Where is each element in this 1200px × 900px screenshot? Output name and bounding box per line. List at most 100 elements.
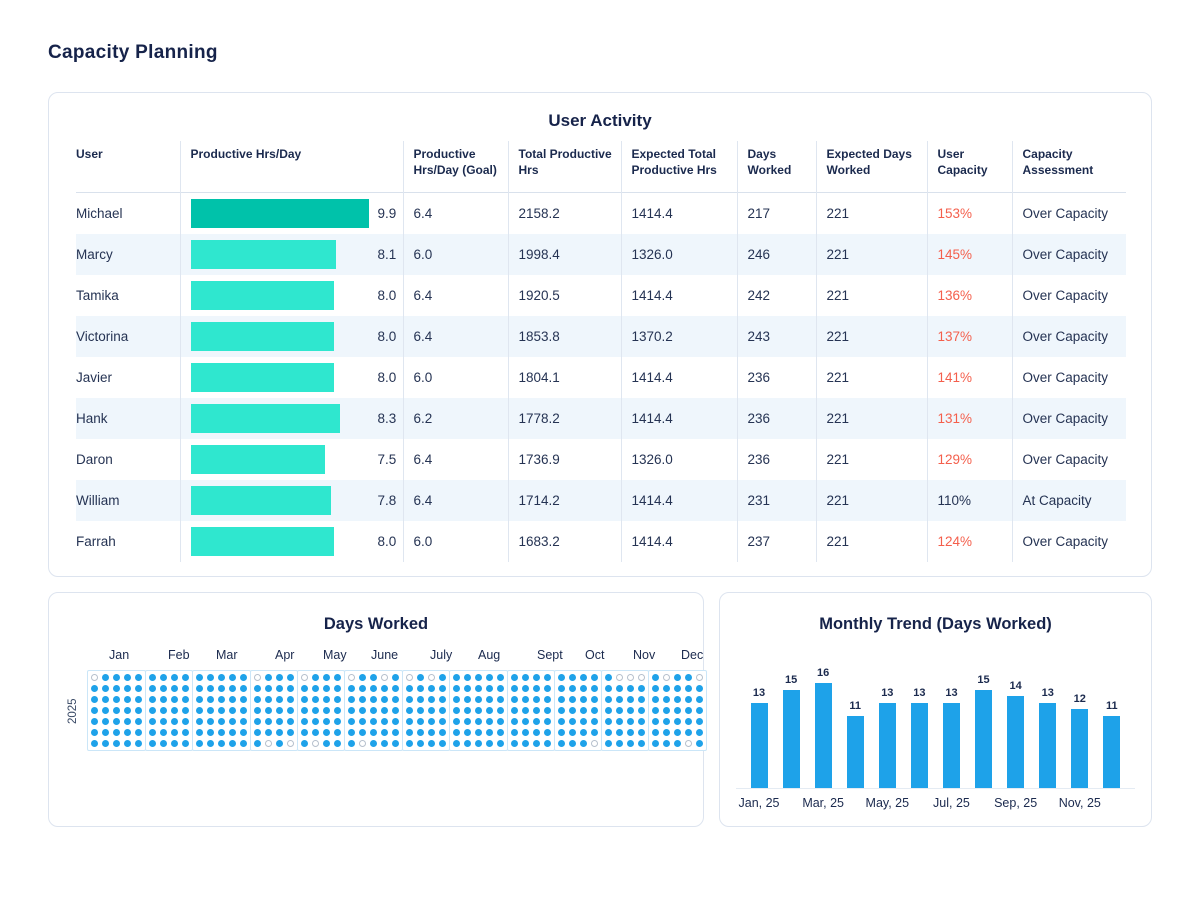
- calendar-dot-worked: [276, 740, 283, 747]
- calendar-dot-worked: [240, 696, 247, 703]
- trend-bar: [751, 703, 768, 788]
- calendar-dot-worked: [486, 740, 493, 747]
- calendar-dot-worked: [370, 729, 377, 736]
- calendar-month-apr: [250, 670, 298, 751]
- calendar-dot-worked: [218, 740, 225, 747]
- calendar-dot-worked: [240, 729, 247, 736]
- calendar-dot-worked: [182, 674, 189, 681]
- calendar-dot-worked: [91, 696, 98, 703]
- hrs-bar-value: 8.3: [378, 411, 397, 426]
- cell-capacity-assessment: At Capacity: [1012, 480, 1126, 521]
- calendar-dot-empty: [348, 674, 355, 681]
- cell-goal: 6.4: [403, 439, 508, 480]
- calendar-dot-worked: [511, 729, 518, 736]
- cell-user: Victorina: [76, 316, 180, 357]
- trend-x-label: Sep, 25: [1003, 796, 1029, 810]
- calendar-week: [169, 672, 180, 749]
- calendar-dot-worked: [370, 685, 377, 692]
- calendar-dot-worked: [696, 707, 703, 714]
- cell-days-worked: 243: [737, 316, 816, 357]
- calendar-dot-worked: [580, 729, 587, 736]
- column-header-total-productive-hrs: Total Productive Hrs: [508, 141, 621, 193]
- calendar-month-nov: [601, 670, 649, 751]
- hrs-bar-track: [191, 322, 369, 351]
- calendar-dot-worked: [475, 729, 482, 736]
- cell-total-hrs: 1736.9: [508, 439, 621, 480]
- calendar-dot-worked: [605, 740, 612, 747]
- calendar-month-june: [344, 670, 403, 751]
- calendar-dot-worked: [370, 707, 377, 714]
- calendar-dot-worked: [685, 729, 692, 736]
- calendar-dot-worked: [522, 696, 529, 703]
- column-header-productive-hrs-day: Productive Hrs/Day: [180, 141, 403, 193]
- calendar-dot-worked: [627, 729, 634, 736]
- calendar-dot-worked: [591, 685, 598, 692]
- calendar-week: [368, 672, 379, 749]
- calendar-dot-worked: [312, 696, 319, 703]
- capacity-value: 124%: [938, 534, 973, 549]
- cell-expected-total-hrs: 1326.0: [621, 234, 737, 275]
- calendar-dot-worked: [558, 685, 565, 692]
- calendar-dot-worked: [265, 707, 272, 714]
- calendar-dot-worked: [113, 740, 120, 747]
- calendar-dot-worked: [182, 696, 189, 703]
- calendar-dot-worked: [453, 740, 460, 747]
- calendar-dot-worked: [229, 696, 236, 703]
- calendar-dot-worked: [591, 674, 598, 681]
- calendar-dot-empty: [287, 740, 294, 747]
- cell-user-capacity: 131%: [927, 398, 1012, 439]
- calendar-dot-worked: [406, 685, 413, 692]
- calendar-dot-worked: [265, 685, 272, 692]
- hrs-bar-value: 8.0: [378, 534, 397, 549]
- cell-capacity-assessment: Over Capacity: [1012, 275, 1126, 316]
- calendar-dot-worked: [616, 707, 623, 714]
- calendar-dot-worked: [348, 740, 355, 747]
- days-worked-card: Days Worked JanFebMarAprMayJuneJulyAugSe…: [48, 592, 704, 827]
- cell-user-capacity: 129%: [927, 439, 1012, 480]
- hrs-bar-value: 8.1: [378, 247, 397, 262]
- trend-bar-column: 13: [1035, 687, 1061, 788]
- calendar-dot-worked: [392, 740, 399, 747]
- calendar-dot-worked: [301, 707, 308, 714]
- hrs-bar-value: 8.0: [378, 288, 397, 303]
- capacity-value: 137%: [938, 329, 973, 344]
- trend-bar-column: 13: [746, 687, 772, 788]
- calendar-week: [321, 672, 332, 749]
- calendar-dot-worked: [254, 696, 261, 703]
- calendar-dot-worked: [171, 696, 178, 703]
- cell-total-hrs: 1683.2: [508, 521, 621, 562]
- hrs-bar-wrap: 8.0: [191, 363, 397, 392]
- hrs-bar-value: 9.9: [378, 206, 397, 221]
- calendar-week: [332, 672, 343, 749]
- calendar-dot-worked: [276, 685, 283, 692]
- calendar-dot-worked: [696, 740, 703, 747]
- month-label-aug: Aug: [474, 648, 533, 662]
- calendar-dot-worked: [558, 696, 565, 703]
- calendar-dot-empty: [627, 674, 634, 681]
- calendar-dot-worked: [486, 696, 493, 703]
- capacity-value: 129%: [938, 452, 973, 467]
- calendar-dot-worked: [663, 718, 670, 725]
- calendar-dot-worked: [417, 696, 424, 703]
- hrs-bar-wrap: 8.0: [191, 322, 397, 351]
- calendar-dot-worked: [370, 718, 377, 725]
- calendar-dot-worked: [171, 729, 178, 736]
- user-activity-table: UserProductive Hrs/DayProductive Hrs/Day…: [76, 141, 1126, 562]
- calendar-dot-worked: [558, 729, 565, 736]
- column-header-productive-hrs-day-goal: Productive Hrs/Day (Goal): [403, 141, 508, 193]
- calendar-dot-worked: [605, 718, 612, 725]
- calendar-dot-worked: [392, 674, 399, 681]
- calendar-dot-worked: [370, 696, 377, 703]
- calendar-dot-worked: [124, 674, 131, 681]
- month-label-apr: Apr: [271, 648, 319, 662]
- calendar-dot-worked: [196, 674, 203, 681]
- calendar-month-july: [402, 670, 450, 751]
- calendar-dot-worked: [135, 696, 142, 703]
- calendar-week: [509, 672, 520, 749]
- column-header-expected-total-productive-hrs: Expected Total Productive Hrs: [621, 141, 737, 193]
- calendar-dot-worked: [616, 740, 623, 747]
- cell-expected-total-hrs: 1326.0: [621, 439, 737, 480]
- calendar-dot-worked: [124, 729, 131, 736]
- hrs-bar: [191, 240, 337, 269]
- calendar-dot-worked: [464, 707, 471, 714]
